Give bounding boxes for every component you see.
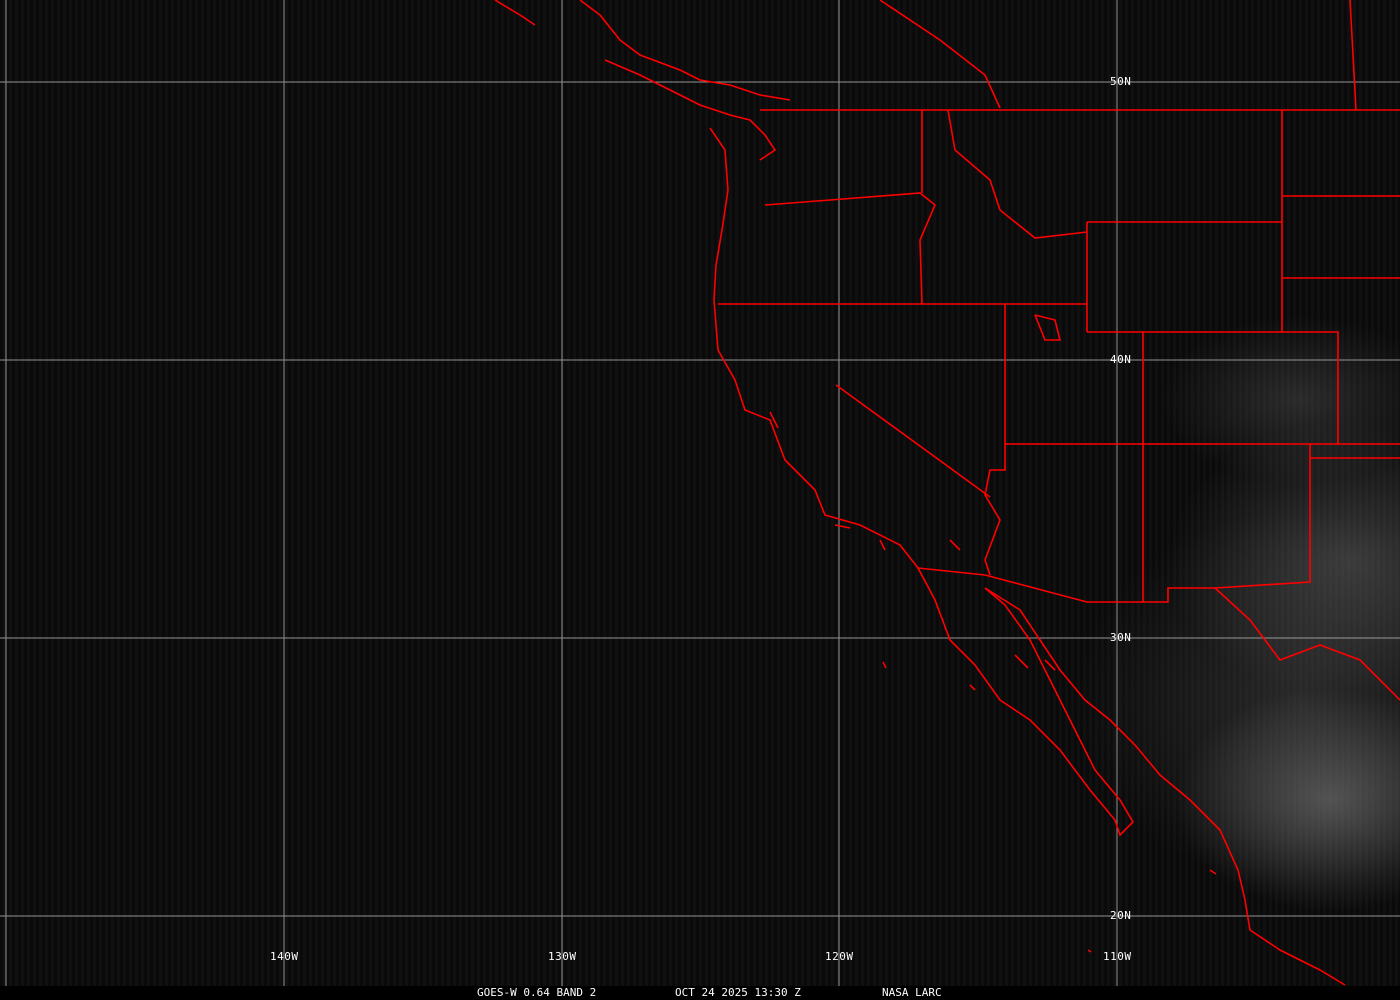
caption-datetime: OCT 24 2025 13:30 Z — [675, 986, 801, 999]
caption-source: GOES-W 0.64 BAND 2 — [477, 986, 597, 999]
lat-label-40n: 40N — [1110, 353, 1132, 366]
image-caption: GOES-W 0.64 BAND 2 OCT 24 2025 13:30 Z N… — [0, 986, 1400, 1000]
coastline-north — [494, 0, 1135, 837]
lon-label-140w: 140W — [270, 950, 299, 963]
lat-label-20n: 20N — [1110, 909, 1132, 922]
islands-lakes — [769, 314, 1217, 953]
mexico-border-east — [1214, 587, 1400, 701]
coastline-mexico-mainland — [984, 587, 1346, 986]
lon-label-120w: 120W — [825, 950, 854, 963]
lat-label-50n: 50N — [1110, 75, 1132, 88]
caption-credit: NASA LARC — [882, 986, 942, 999]
borders — [494, 0, 1400, 986]
lon-label-130w: 130W — [548, 950, 577, 963]
lat-label-30n: 30N — [1110, 631, 1132, 644]
canada-border — [760, 0, 1400, 111]
state-borders — [718, 109, 1400, 603]
lon-label-110w: 110W — [1103, 950, 1132, 963]
